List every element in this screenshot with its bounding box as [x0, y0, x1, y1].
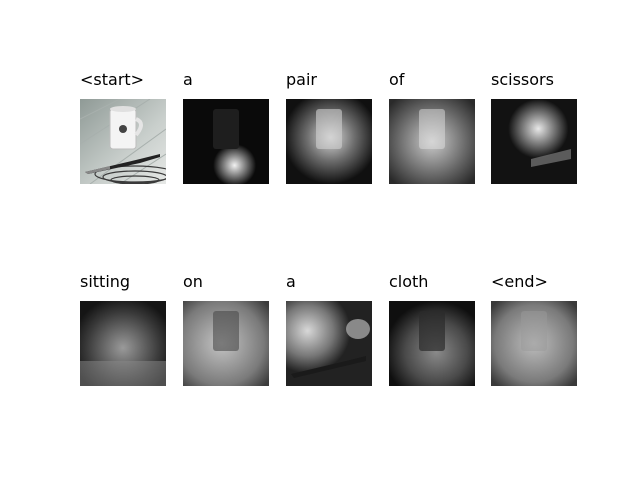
attention-map [389, 99, 475, 184]
token-label: sitting [80, 272, 131, 291]
attention-map [183, 99, 269, 184]
token-label: <start> [80, 70, 145, 89]
token-label: on [183, 272, 203, 291]
attention-map [286, 301, 372, 386]
attention-map [491, 301, 577, 386]
attention-map [491, 99, 577, 184]
original-photo [80, 99, 166, 184]
token-label: scissors [491, 70, 554, 89]
token-label: pair [286, 70, 317, 89]
token-label: <end> [491, 272, 548, 291]
token-label: a [286, 272, 296, 291]
token-label: cloth [389, 272, 429, 291]
token-label: of [389, 70, 405, 89]
attention-map [286, 99, 372, 184]
attention-map [80, 301, 166, 386]
attention-map [183, 301, 269, 386]
attention-map [389, 301, 475, 386]
token-label: a [183, 70, 193, 89]
